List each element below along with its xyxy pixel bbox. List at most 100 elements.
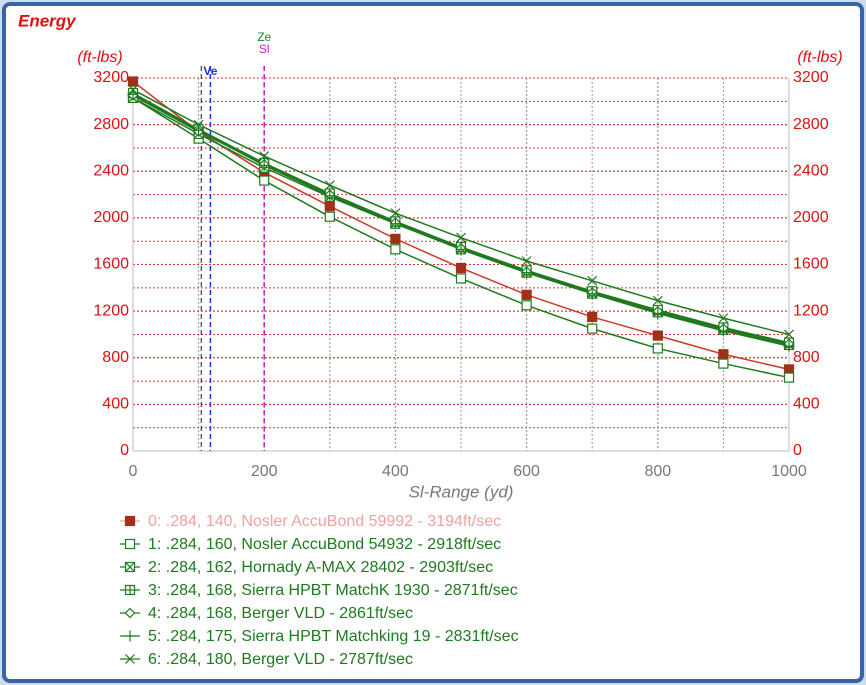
point [717, 325, 729, 337]
point [324, 201, 335, 212]
marker-stroke [259, 151, 270, 162]
y-tick-label-right: 800 [793, 349, 820, 366]
point [521, 256, 532, 266]
legend-label: 0: .284, 140, Nosler AccuBond 59992 - 31… [148, 513, 501, 530]
legend-label: 5: .284, 175, Sierra HPBT Matchking 19 -… [148, 628, 519, 645]
point [324, 190, 336, 202]
y-tick-label-right: 400 [793, 396, 820, 413]
x-axis-label: Sl-Range (yd) [409, 482, 514, 501]
y-tick-label-left: 3200 [93, 69, 129, 86]
marker-box [124, 538, 136, 550]
point [455, 262, 467, 274]
point [456, 232, 466, 243]
point [652, 295, 663, 306]
point [718, 358, 729, 369]
point [455, 273, 467, 284]
marker-box [587, 323, 598, 334]
marker-box [324, 211, 335, 222]
y-tick-label-right: 3200 [793, 69, 829, 86]
reference-label: Ze [257, 30, 271, 44]
y-tick-label-left: 0 [120, 442, 129, 459]
point [128, 84, 138, 95]
point [124, 607, 136, 619]
point [193, 124, 205, 136]
y-tick-label-right: 1200 [793, 302, 829, 319]
marker-diamond [124, 607, 136, 619]
marker-box [521, 289, 532, 300]
point [390, 233, 401, 244]
x-tick-label: 600 [513, 463, 540, 480]
point [652, 330, 663, 341]
x-tick-label: 0 [129, 463, 138, 480]
y-tick-label-right: 0 [793, 442, 802, 459]
marker-box [390, 233, 401, 244]
point [390, 244, 401, 255]
marker-stroke [125, 654, 135, 664]
point [259, 175, 270, 186]
marker-stroke [390, 208, 401, 219]
point [587, 323, 598, 334]
marker-box [324, 201, 335, 212]
marker-box [718, 358, 729, 369]
point [718, 313, 729, 324]
point [586, 288, 598, 300]
x-tick-label: 400 [382, 463, 409, 480]
point [124, 515, 136, 527]
marker-box [455, 262, 467, 274]
y-tick-label-left: 800 [102, 349, 129, 366]
marker-box [718, 349, 729, 360]
point [124, 538, 136, 550]
y-tick-label-left: 1600 [93, 256, 129, 273]
y-unit-left: (ft-lbs) [77, 49, 122, 66]
marker-box [455, 273, 467, 284]
marker-stroke [125, 562, 135, 572]
y-tick-label-right: 2000 [793, 209, 829, 226]
x-tick-label: 200 [251, 463, 278, 480]
point [124, 630, 136, 642]
point [521, 289, 532, 300]
legend-label: 3: .284, 168, Sierra HPBT MatchK 1930 - … [148, 582, 518, 599]
marker-stroke [456, 232, 466, 243]
marker-stroke [718, 313, 729, 324]
marker-stroke [128, 84, 138, 95]
y-tick-label-right: 1600 [793, 256, 829, 273]
marker-stroke [784, 329, 794, 340]
marker-box [259, 175, 270, 186]
point [783, 372, 795, 383]
y-tick-label-left: 2400 [93, 162, 129, 179]
marker-box [783, 372, 795, 383]
legend-label: 1: .284, 160, Nosler AccuBond 54932 - 29… [148, 536, 501, 553]
point [259, 151, 270, 162]
point [718, 349, 729, 360]
y-unit-right: (ft-lbs) [797, 49, 842, 66]
point [587, 275, 598, 286]
reference-label: Sl [259, 42, 270, 56]
legend-label: 6: .284, 180, Berger VLD - 2787ft/sec [148, 651, 413, 668]
marker-stroke [587, 275, 598, 286]
point [390, 208, 401, 219]
legend-label: 4: .284, 168, Berger VLD - 2861ft/sec [148, 605, 413, 622]
point [127, 76, 139, 87]
marker-stroke [521, 256, 532, 266]
marker-box [124, 515, 136, 527]
point [783, 340, 795, 352]
x-tick-label: 1000 [771, 463, 807, 480]
marker-box [652, 343, 663, 354]
point [521, 267, 533, 279]
marker-stroke [193, 119, 204, 130]
point [324, 211, 335, 222]
point [124, 584, 136, 596]
point [389, 218, 401, 230]
point [652, 343, 663, 354]
y-tick-label-left: 2800 [93, 116, 129, 133]
reference-label: Ve [203, 64, 217, 78]
point [124, 561, 136, 573]
point [521, 300, 532, 311]
marker-box [390, 244, 401, 255]
point [324, 180, 335, 191]
marker-stroke [652, 295, 663, 306]
x-tick-label: 800 [644, 463, 671, 480]
